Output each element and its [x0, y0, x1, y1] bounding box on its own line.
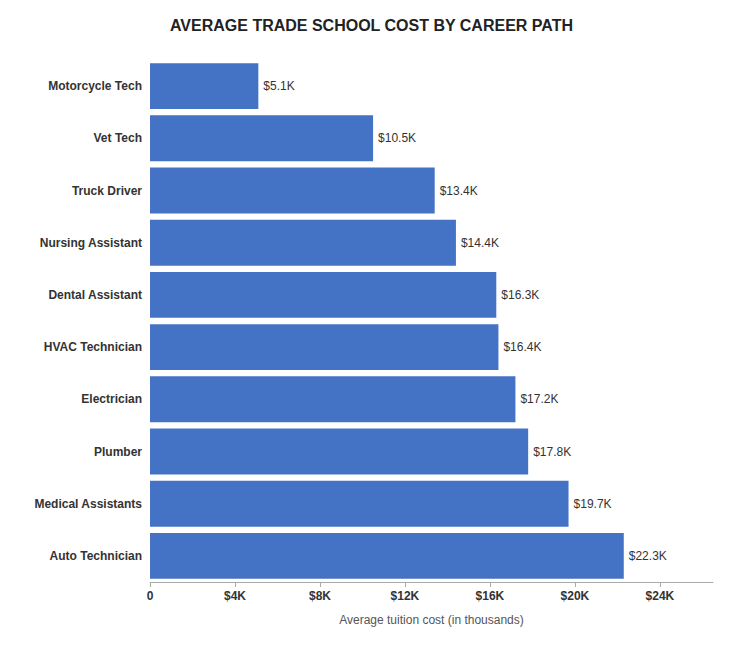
svg-text:Medical Assistants: Medical Assistants: [34, 497, 142, 511]
svg-text:$4K: $4K: [224, 589, 246, 603]
svg-text:AVERAGE TRADE SCHOOL COST BY C: AVERAGE TRADE SCHOOL COST BY CAREER PATH: [170, 17, 573, 34]
svg-text:Motorcycle Tech: Motorcycle Tech: [48, 79, 142, 93]
svg-text:Dental Assistant: Dental Assistant: [48, 288, 142, 302]
svg-text:Average tuition cost (in thous: Average tuition cost (in thousands): [339, 613, 524, 627]
svg-text:$16.3K: $16.3K: [501, 288, 539, 302]
svg-text:$19.7K: $19.7K: [574, 497, 612, 511]
svg-text:Truck Driver: Truck Driver: [72, 184, 142, 198]
svg-text:$10.5K: $10.5K: [378, 131, 416, 145]
svg-text:$20K: $20K: [561, 589, 590, 603]
svg-text:Electrician: Electrician: [81, 392, 142, 406]
svg-text:$16.4K: $16.4K: [503, 340, 541, 354]
svg-text:Auto Technician: Auto Technician: [50, 549, 142, 563]
svg-text:HVAC Technician: HVAC Technician: [44, 340, 142, 354]
svg-text:Vet Tech: Vet Tech: [94, 131, 142, 145]
svg-text:$16K: $16K: [476, 589, 505, 603]
svg-text:$22.3K: $22.3K: [629, 549, 667, 563]
svg-text:$17.8K: $17.8K: [533, 445, 571, 459]
svg-text:0: 0: [147, 589, 154, 603]
svg-text:Nursing Assistant: Nursing Assistant: [40, 236, 142, 250]
svg-text:Plumber: Plumber: [94, 445, 142, 459]
svg-text:$13.4K: $13.4K: [440, 184, 478, 198]
svg-text:$24K: $24K: [646, 589, 675, 603]
svg-text:$8K: $8K: [309, 589, 331, 603]
svg-text:$14.4K: $14.4K: [461, 236, 499, 250]
svg-text:$5.1K: $5.1K: [263, 79, 294, 93]
svg-text:$17.2K: $17.2K: [520, 392, 558, 406]
svg-text:$12K: $12K: [391, 589, 420, 603]
